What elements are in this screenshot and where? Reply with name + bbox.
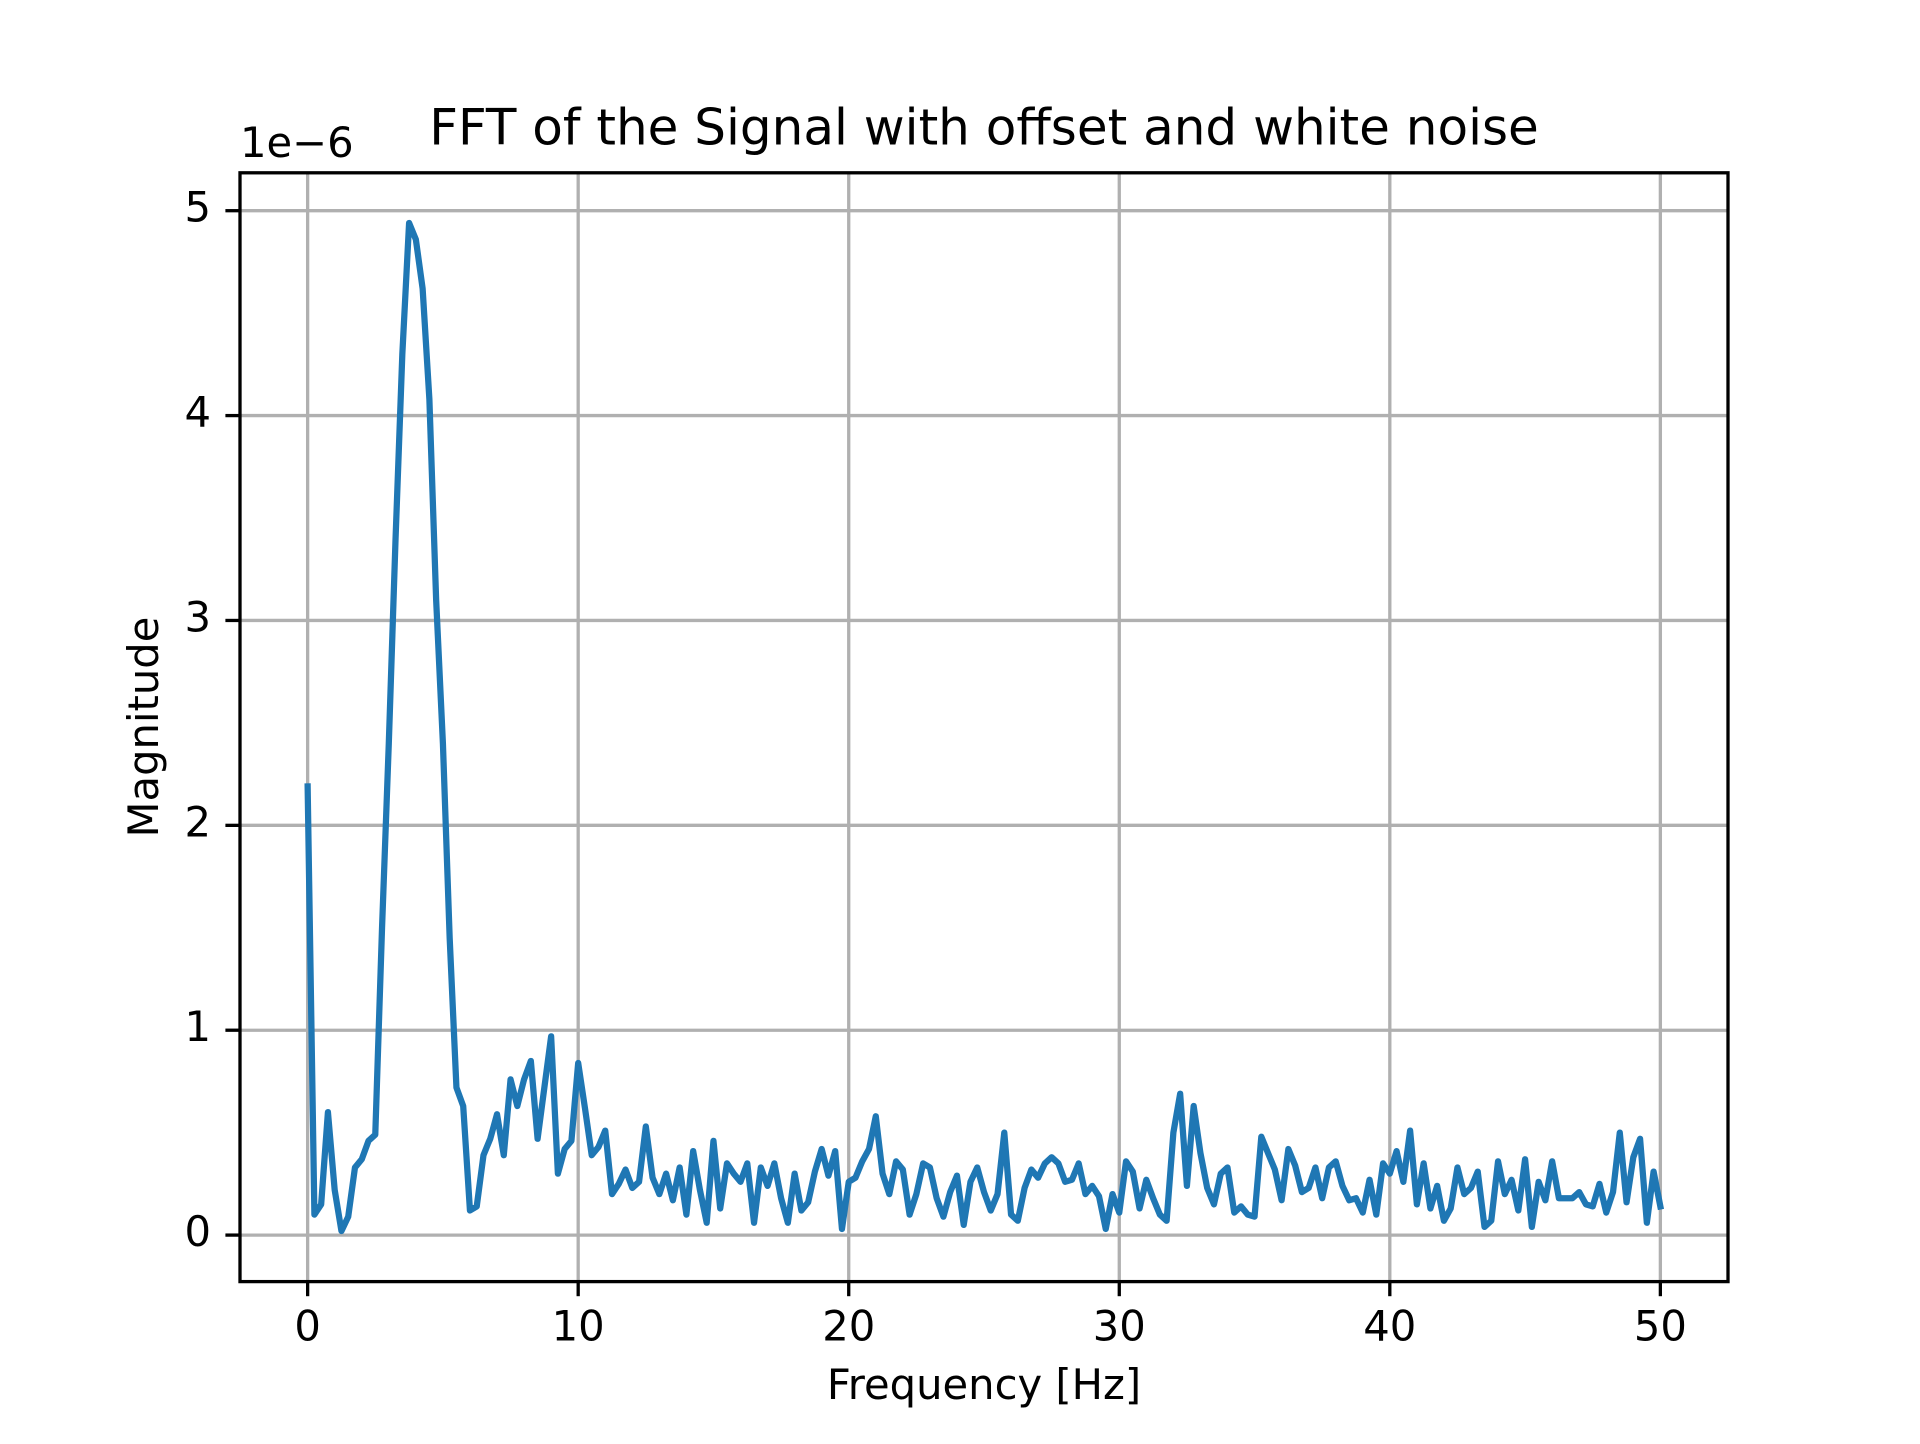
x-axis-label: Frequency [Hz] — [827, 1360, 1141, 1409]
y-tick-label: 0 — [184, 1207, 211, 1256]
y-offset-label: 1e−6 — [240, 118, 354, 167]
y-tick-label: 1 — [184, 1002, 211, 1051]
grid — [240, 172, 1728, 1282]
y-tick-label: 5 — [184, 183, 211, 232]
axes-frame — [238, 171, 1730, 1284]
x-tick-label: 10 — [552, 1302, 605, 1351]
chart-title: FFT of the Signal with offset and white … — [429, 99, 1539, 157]
data-line — [304, 219, 1665, 1235]
x-tick-label: 20 — [822, 1302, 875, 1351]
y-tick-label: 3 — [184, 592, 211, 641]
y-tick-label: 4 — [184, 388, 211, 437]
y-tick-label: 2 — [184, 797, 211, 846]
x-tick-label: 0 — [294, 1302, 321, 1351]
plot-area — [304, 219, 1665, 1235]
ticks: 0 10 20 30 40 50 0 1 2 3 4 5 — [184, 183, 1686, 1351]
x-tick-label: 40 — [1363, 1302, 1416, 1351]
x-tick-label: 30 — [1093, 1302, 1146, 1351]
x-tick-label: 50 — [1634, 1302, 1687, 1351]
y-axis-label: Magnitude — [119, 617, 168, 838]
